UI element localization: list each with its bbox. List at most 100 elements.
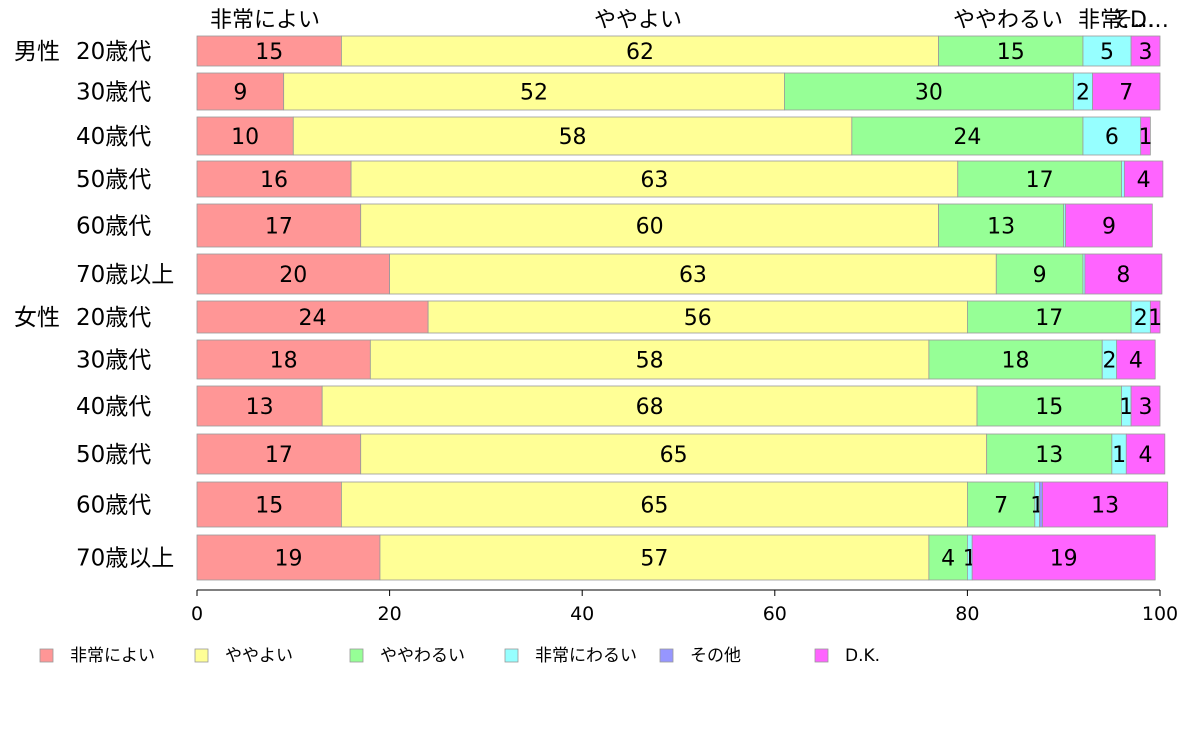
x-tick-label: 100 [1142,603,1178,625]
group-label: 女性 [14,305,60,331]
data-label: 8 [1116,263,1130,288]
legend-swatch [194,648,209,663]
legend-label: 非常によい [70,646,155,666]
data-label: 7 [994,494,1008,519]
data-label: 13 [987,215,1015,240]
data-label: 6 [1105,125,1119,150]
bar-segment [1039,481,1043,528]
top-series-label: 非常… [1078,8,1144,33]
top-series-label: 非常によい [210,8,320,33]
bar-segment [784,72,1074,111]
bar-segment [986,433,1113,475]
bar-segment [427,300,968,334]
top-series-label: ややよい [594,8,682,33]
bar-segment [1140,116,1151,156]
bar-segment [1042,481,1169,528]
data-label: 63 [679,263,707,288]
x-axis: 0 20 40 60 80 100 [191,589,1178,625]
legend-swatch [504,648,519,663]
data-label: 1 [1112,443,1126,468]
bar-segment [389,253,997,295]
data-label: 15 [255,494,283,519]
bar-segment [196,116,294,156]
data-label: 20 [279,263,307,288]
bar-segment [976,385,1122,427]
data-label: 58 [636,349,664,374]
legend-label: 非常にわるい [535,646,637,666]
data-label: 17 [265,215,293,240]
group-label: 男性 [14,39,60,65]
bar-segment [196,385,323,427]
data-label: 10 [231,125,259,150]
category-label: 20歳代 [76,39,151,65]
bar-segment [995,253,1084,295]
data-label: 65 [660,443,688,468]
category-label: 50歳代 [76,167,151,193]
bar-segment [1125,433,1166,475]
data-label: 2 [1102,349,1116,374]
data-label: 15 [997,40,1025,65]
data-label: 4 [1139,443,1153,468]
data-label: 1 [1119,395,1133,420]
data-label: 5 [1100,40,1114,65]
category-label: 30歳代 [76,348,151,374]
category-label: 20歳代 [76,305,151,331]
data-label: 17 [265,443,293,468]
x-tick-label: 80 [955,603,979,625]
top-series-label: ややわるい [953,8,1063,33]
legend-label: ややわるい [380,646,465,666]
top-series-labels: 非常によい ややよい ややわるい 非常…そ…D… [210,8,1169,33]
data-label: 2 [1134,306,1148,331]
data-label: 17 [1035,306,1063,331]
data-label: 30 [915,81,943,106]
data-label: 58 [559,125,587,150]
data-label: 17 [1026,168,1054,193]
bar-segment [196,534,381,581]
top-series-label: そ… [1111,8,1155,33]
bar-segment [1149,300,1161,334]
data-label: 15 [1035,395,1063,420]
data-label: 9 [233,81,247,106]
bar-segment [1121,160,1125,198]
legend-label: D.K. [845,646,880,666]
bar-segment [957,160,1122,198]
bar-segment [196,160,352,198]
data-label: 13 [1035,443,1063,468]
bar-segment [1065,203,1153,248]
bar-segment [1082,35,1132,67]
bar-segment [1123,160,1164,198]
category-label: 70歳以上 [76,546,174,572]
category-label: 40歳代 [76,124,151,150]
data-label: 62 [626,40,654,65]
data-label: 24 [299,306,327,331]
top-series-label: D… [1130,8,1169,33]
data-label: 19 [1050,547,1078,572]
data-label: 24 [953,125,981,150]
bar-segment [967,300,1132,334]
data-label: 60 [636,215,664,240]
bar-segment [971,534,1156,581]
legend-swatch [659,648,674,663]
bar-segment [360,433,988,475]
bar-segment [196,300,429,334]
data-label: 3 [1139,395,1153,420]
x-tick-label: 40 [570,603,594,625]
bar-segment [1130,35,1161,67]
bar-segment [350,160,959,198]
bar-segment [196,35,342,67]
category-label: 60歳代 [76,493,151,519]
bar-segment [938,203,1065,248]
data-label: 18 [270,349,298,374]
data-label: 65 [640,494,668,519]
bar-segment [379,534,930,581]
bar-segment [928,339,1103,380]
data-label: 9 [1102,215,1116,240]
legend-swatch [814,648,829,663]
data-label: 52 [520,81,548,106]
data-label: 9 [1033,263,1047,288]
category-label: 30歳代 [76,80,151,106]
data-label: 2 [1076,81,1090,106]
bar-segment [196,72,285,111]
data-label: 4 [1129,349,1143,374]
